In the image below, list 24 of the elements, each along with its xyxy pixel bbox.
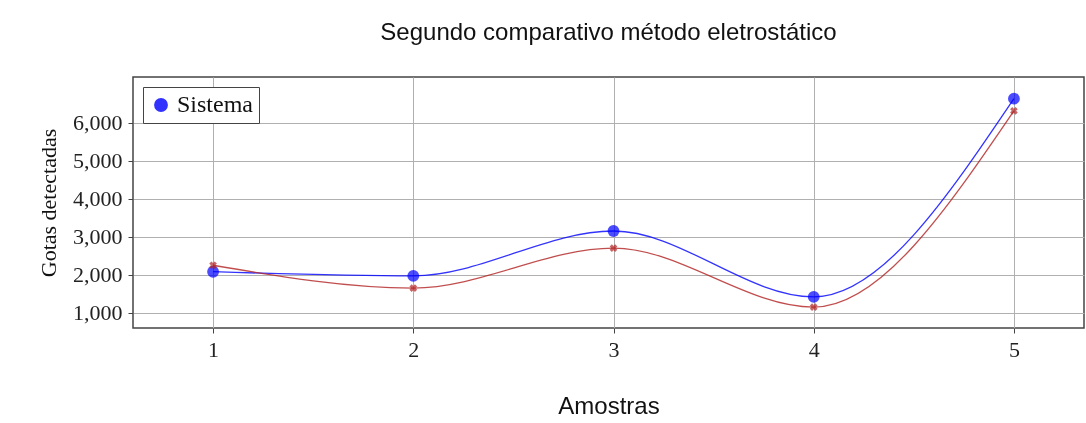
x-tick-label: 1	[208, 336, 220, 362]
point	[1008, 92, 1020, 105]
y-tick-label: 4,000	[73, 186, 123, 212]
y-axis-title: Gotas detectadas	[36, 128, 61, 278]
legend-label: Sistema	[177, 91, 254, 117]
x-tick-label: 2	[408, 336, 420, 362]
y-tick-label: 6,000	[73, 110, 123, 136]
x-tick-label: 4	[808, 336, 820, 362]
x-axis-title: Amostras	[558, 391, 660, 419]
point	[209, 261, 217, 270]
x-tick-label: 5	[1008, 336, 1020, 362]
point	[407, 269, 420, 282]
y-tick-label: 3,000	[73, 224, 123, 250]
chart-title: Segundo comparativo método eletrostático	[380, 18, 837, 45]
point	[1010, 107, 1018, 115]
point	[409, 284, 418, 292]
y-tick-label: 2,000	[73, 262, 123, 288]
x-tick-label: 3	[608, 336, 620, 362]
point	[607, 225, 620, 237]
point	[809, 303, 818, 311]
y-tick-label: 5,000	[73, 148, 123, 174]
y-tick-label: 1,000	[73, 300, 123, 326]
point	[609, 244, 618, 252]
point	[807, 290, 820, 303]
